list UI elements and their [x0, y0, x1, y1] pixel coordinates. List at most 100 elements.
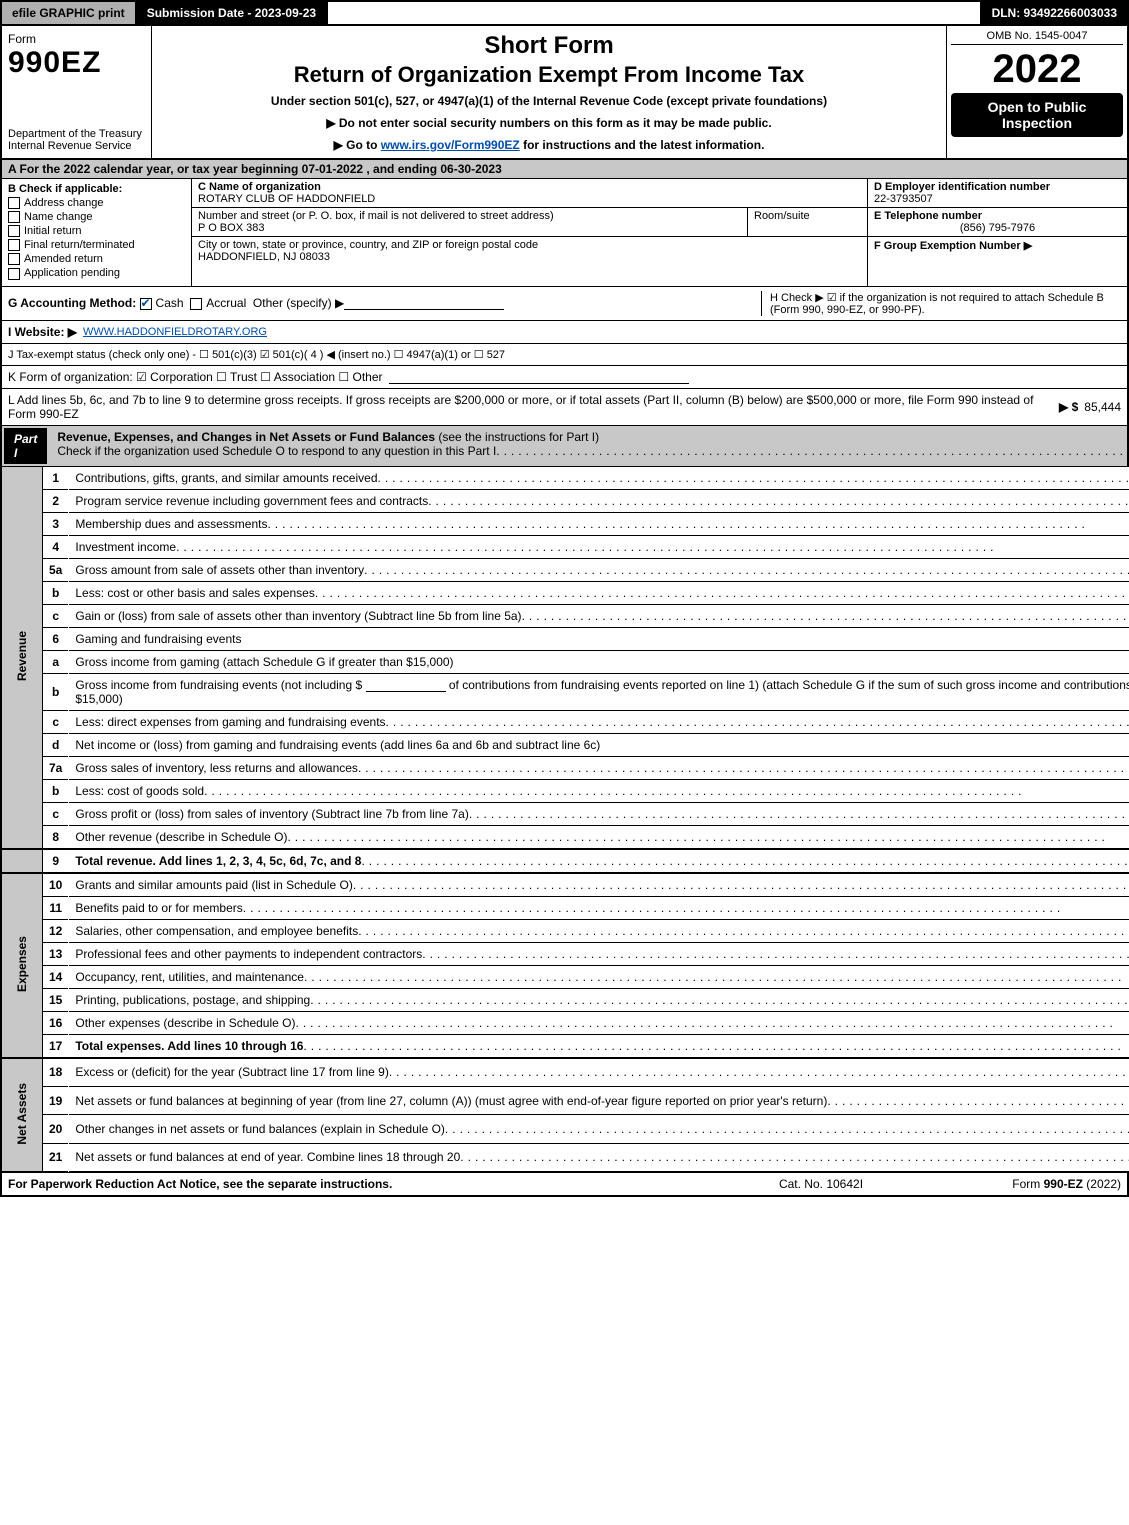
- section-k: K Form of organization: ☑ Corporation ☐ …: [0, 366, 1129, 389]
- ln-14: 14: [43, 965, 69, 988]
- cb-application-pending[interactable]: Application pending: [8, 267, 185, 279]
- ln-12: 12: [43, 919, 69, 942]
- section-b: B Check if applicable: Address change Na…: [2, 179, 192, 286]
- cb-accrual-label: Accrual: [206, 296, 246, 310]
- part1-title-note: (see the instructions for Part I): [435, 430, 599, 444]
- row-13: 13 Professional fees and other payments …: [1, 942, 1129, 965]
- header-right: OMB No. 1545-0047 2022 Open to Public In…: [947, 26, 1127, 158]
- part1-table: Revenue 1 Contributions, gifts, grants, …: [0, 467, 1129, 1173]
- title-short-form: Short Form: [162, 32, 936, 60]
- open-to-public-badge: Open to Public Inspection: [951, 93, 1123, 137]
- ln-18: 18: [43, 1058, 69, 1087]
- desc-7c: Gross profit or (loss) from sales of inv…: [75, 807, 468, 821]
- k-other-input[interactable]: [389, 370, 689, 384]
- cb-final-return[interactable]: Final return/terminated: [8, 239, 185, 251]
- ln-1: 1: [43, 467, 69, 490]
- cb-initial-return[interactable]: Initial return: [8, 225, 185, 237]
- sidelabel-rev-end: [1, 849, 43, 873]
- cb-name-change[interactable]: Name change: [8, 211, 185, 223]
- l-value: 85,444: [1084, 400, 1121, 414]
- footer-right: Form 990-EZ (2022): [921, 1177, 1121, 1191]
- desc-15: Printing, publications, postage, and shi…: [75, 993, 310, 1007]
- cb-final-return-label: Final return/terminated: [24, 239, 135, 251]
- row-18: Net Assets 18 Excess or (deficit) for th…: [1, 1058, 1129, 1087]
- note-goto-post: for instructions and the latest informat…: [520, 138, 765, 152]
- omb-number: OMB No. 1545-0047: [951, 30, 1123, 45]
- note-ssn: ▶ Do not enter social security numbers o…: [162, 116, 936, 130]
- f-label: F Group Exemption Number ▶: [874, 239, 1121, 252]
- efile-print-label[interactable]: efile GRAPHIC print: [2, 2, 137, 24]
- ln-15: 15: [43, 988, 69, 1011]
- i-label: I Website: ▶: [8, 325, 77, 339]
- row-19: 19 Net assets or fund balances at beginn…: [1, 1087, 1129, 1115]
- row-6a: a Gross income from gaming (attach Sched…: [1, 650, 1129, 673]
- ln-16: 16: [43, 1011, 69, 1034]
- title-return: Return of Organization Exempt From Incom…: [162, 62, 936, 88]
- row-21: 21 Net assets or fund balances at end of…: [1, 1143, 1129, 1171]
- ln-6: 6: [43, 627, 69, 650]
- cb-accrual[interactable]: [190, 298, 202, 310]
- cb-amended-return[interactable]: Amended return: [8, 253, 185, 265]
- irs-link[interactable]: www.irs.gov/Form990EZ: [381, 138, 520, 152]
- row-12: 12 Salaries, other compensation, and emp…: [1, 919, 1129, 942]
- desc-13: Professional fees and other payments to …: [75, 947, 422, 961]
- row-15: 15 Printing, publications, postage, and …: [1, 988, 1129, 1011]
- desc-2: Program service revenue including govern…: [75, 494, 428, 508]
- ln-2: 2: [43, 489, 69, 512]
- ln-4: 4: [43, 535, 69, 558]
- desc-3: Membership dues and assessments: [75, 517, 267, 531]
- department-label: Department of the Treasury Internal Reve…: [8, 128, 145, 152]
- row-6b: b Gross income from fundraising events (…: [1, 673, 1129, 710]
- form-header: Form 990EZ Department of the Treasury In…: [0, 26, 1129, 160]
- l-arrow: ▶ $: [1059, 400, 1078, 414]
- footer-cat-no: Cat. No. 10642I: [721, 1177, 921, 1191]
- desc-21: Net assets or fund balances at end of ye…: [75, 1150, 460, 1164]
- section-b-title: B Check if applicable:: [8, 183, 185, 195]
- room-suite-label: Room/suite: [747, 208, 867, 236]
- desc-6c: Less: direct expenses from gaming and fu…: [75, 715, 385, 729]
- l-text: L Add lines 5b, 6c, and 7b to line 9 to …: [8, 393, 1053, 421]
- ln-20: 20: [43, 1115, 69, 1143]
- ln-11: 11: [43, 896, 69, 919]
- row-5b: b Less: cost or other basis and sales ex…: [1, 581, 1129, 604]
- desc-5a: Gross amount from sale of assets other t…: [75, 563, 364, 577]
- g-other-input[interactable]: [344, 296, 504, 310]
- g-other-label: Other (specify) ▶: [253, 296, 344, 310]
- row-7a: 7a Gross sales of inventory, less return…: [1, 756, 1129, 779]
- input-6b-blank[interactable]: [366, 678, 446, 692]
- cb-name-change-label: Name change: [24, 211, 93, 223]
- section-h: H Check ▶ ☑ if the organization is not r…: [761, 291, 1121, 316]
- desc-17: Total expenses. Add lines 10 through 16: [75, 1039, 303, 1053]
- desc-11: Benefits paid to or for members: [75, 901, 242, 915]
- part1-title: Revenue, Expenses, and Changes in Net As…: [49, 426, 1129, 466]
- desc-16: Other expenses (describe in Schedule O): [75, 1016, 295, 1030]
- footer-right-bold: 990-EZ: [1044, 1177, 1083, 1191]
- section-i: I Website: ▶ WWW.HADDONFIELDROTARY.ORG: [0, 321, 1129, 344]
- part1-tag: Part I: [4, 428, 47, 464]
- desc-5b: Less: cost or other basis and sales expe…: [75, 586, 314, 600]
- desc-5c: Gain or (loss) from sale of assets other…: [75, 609, 521, 623]
- sidelabel-netassets: Net Assets: [1, 1058, 43, 1172]
- note-goto-pre: ▶ Go to: [334, 138, 381, 152]
- sidelabel-revenue: Revenue: [1, 467, 43, 849]
- e-label: E Telephone number: [874, 210, 1121, 222]
- c-street-label: Number and street (or P. O. box, if mail…: [198, 210, 741, 222]
- desc-14: Occupancy, rent, utilities, and maintena…: [75, 970, 304, 984]
- row-3: 3 Membership dues and assessments 3 76,4…: [1, 512, 1129, 535]
- d-label: D Employer identification number: [874, 181, 1121, 193]
- row-9: 9 Total revenue. Add lines 1, 2, 3, 4, 5…: [1, 849, 1129, 873]
- section-a: A For the 2022 calendar year, or tax yea…: [0, 160, 1129, 179]
- form-word: Form: [8, 32, 145, 46]
- cb-address-change[interactable]: Address change: [8, 197, 185, 209]
- ln-7b: b: [43, 779, 69, 802]
- org-street: P O BOX 383: [198, 222, 741, 234]
- footer-right-post: (2022): [1083, 1177, 1121, 1191]
- ln-5b: b: [43, 581, 69, 604]
- c-name-label: C Name of organization: [198, 181, 861, 193]
- row-17: 17 Total expenses. Add lines 10 through …: [1, 1034, 1129, 1058]
- cb-cash[interactable]: [140, 298, 152, 310]
- ln-19: 19: [43, 1087, 69, 1115]
- dots-filler: [496, 444, 1129, 458]
- website-link[interactable]: WWW.HADDONFIELDROTARY.ORG: [83, 326, 267, 338]
- desc-6b-1: Gross income from fundraising events (no…: [75, 678, 362, 692]
